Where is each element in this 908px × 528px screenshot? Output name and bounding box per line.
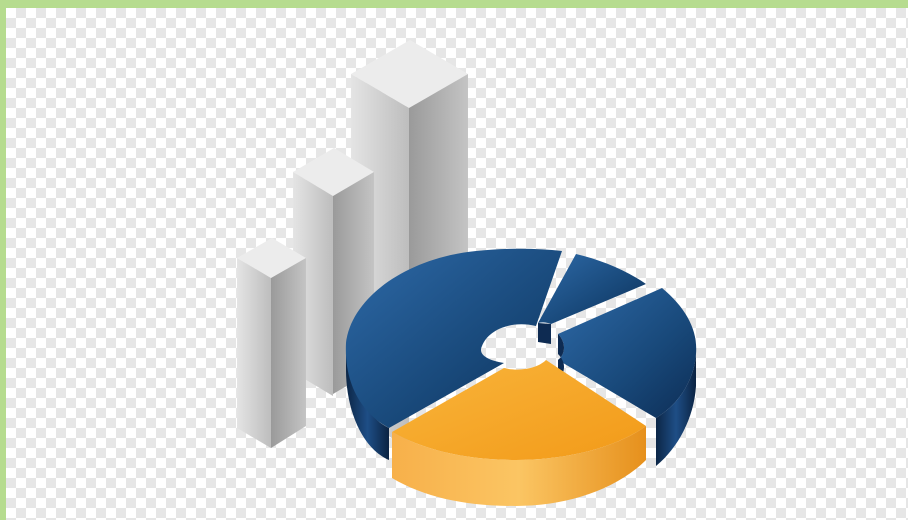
pie-slice-large-top <box>345 248 562 428</box>
bar-short-side <box>271 258 306 448</box>
bar-short <box>237 238 306 448</box>
pie-slice-large-side <box>346 338 389 460</box>
pie-slice-medium-inner <box>558 334 564 380</box>
pie-slice-large <box>345 248 562 460</box>
pie-slice-highlight-side <box>392 426 646 506</box>
bar-short-top <box>237 238 306 278</box>
pie-slice-highlight <box>392 360 646 506</box>
pie-slice-medium <box>558 288 697 466</box>
3d-chart-illustration <box>237 40 697 506</box>
bar-short-front <box>237 258 271 448</box>
bar-tall-top <box>351 40 468 108</box>
pie-slice-highlight-top <box>392 360 646 460</box>
pie-slice-small-side <box>538 323 551 344</box>
pie-slice-medium-side <box>656 354 696 466</box>
pie-slice-medium-top <box>558 288 697 418</box>
bar-medium-top <box>293 148 374 196</box>
pie-slice-small-top <box>538 254 646 324</box>
pie-slice-small <box>538 254 646 344</box>
